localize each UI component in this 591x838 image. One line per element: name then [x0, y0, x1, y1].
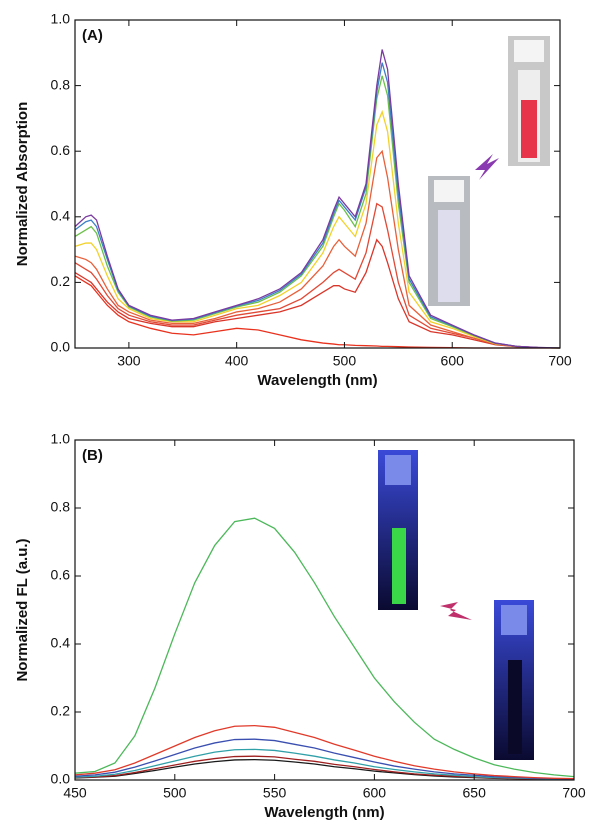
spectrum-line: [74, 238, 561, 349]
cuvette-cap: [434, 180, 464, 202]
insets: [378, 36, 550, 760]
panel-label: (A): [82, 27, 103, 44]
cuvette-body: [438, 210, 460, 302]
green-fluorescence: [392, 528, 406, 604]
arrow-icon: [440, 602, 472, 620]
spectrum-line: [74, 738, 575, 780]
x-tick-label: 450: [63, 785, 87, 801]
y-tick-label: 1.0: [51, 11, 71, 27]
y-axis-label: Normalized FL (a.u.): [14, 538, 31, 681]
x-tick-label: 550: [263, 785, 287, 801]
plot-frame: [74, 439, 575, 781]
y-tick-label: 0.6: [51, 567, 71, 583]
spectrum-line: [74, 724, 575, 780]
red-solution: [521, 100, 537, 158]
y-tick-label: 0.6: [51, 142, 71, 158]
cuvette-cap: [385, 455, 411, 485]
x-tick-label: 700: [548, 353, 572, 369]
plot-frame: [74, 19, 561, 349]
spectrum-line: [74, 149, 561, 349]
spectrum-line: [74, 748, 575, 780]
panel-label: (B): [82, 447, 103, 464]
y-tick-label: 0.8: [51, 76, 71, 92]
x-tick-label: 500: [163, 785, 187, 801]
dark-solution: [508, 660, 522, 754]
spectrum-line: [74, 49, 561, 349]
spectrum-line: [74, 202, 561, 349]
spectrum-line: [74, 517, 575, 778]
x-tick-label: 700: [562, 785, 586, 801]
x-tick-label: 600: [441, 353, 465, 369]
y-tick-label: 0.0: [51, 339, 71, 355]
x-axis-label: Wavelength (nm): [264, 804, 384, 821]
x-axis-label: Wavelength (nm): [257, 372, 377, 389]
y-tick-label: 0.4: [51, 208, 71, 224]
y-tick-label: 0.4: [51, 635, 71, 651]
y-tick-label: 0.8: [51, 499, 71, 515]
y-tick-label: 0.0: [51, 771, 71, 787]
x-tick-label: 500: [333, 353, 357, 369]
y-tick-label: 1.0: [51, 431, 71, 447]
y-axis-label: Normalized Absorption: [14, 102, 31, 266]
x-tick-label: 300: [117, 353, 141, 369]
spectrum-line: [74, 75, 561, 349]
spectrum-line: [74, 109, 561, 349]
arrow-icon: [475, 154, 499, 180]
cuvette-cap: [514, 40, 544, 62]
x-tick-label: 650: [463, 785, 487, 801]
y-tick-label: 0.2: [51, 273, 71, 289]
x-tick-label: 600: [363, 785, 387, 801]
x-tick-label: 400: [225, 353, 249, 369]
spectrum-line: [74, 62, 561, 349]
cuvette-cap: [501, 605, 527, 635]
y-tick-label: 0.2: [51, 703, 71, 719]
